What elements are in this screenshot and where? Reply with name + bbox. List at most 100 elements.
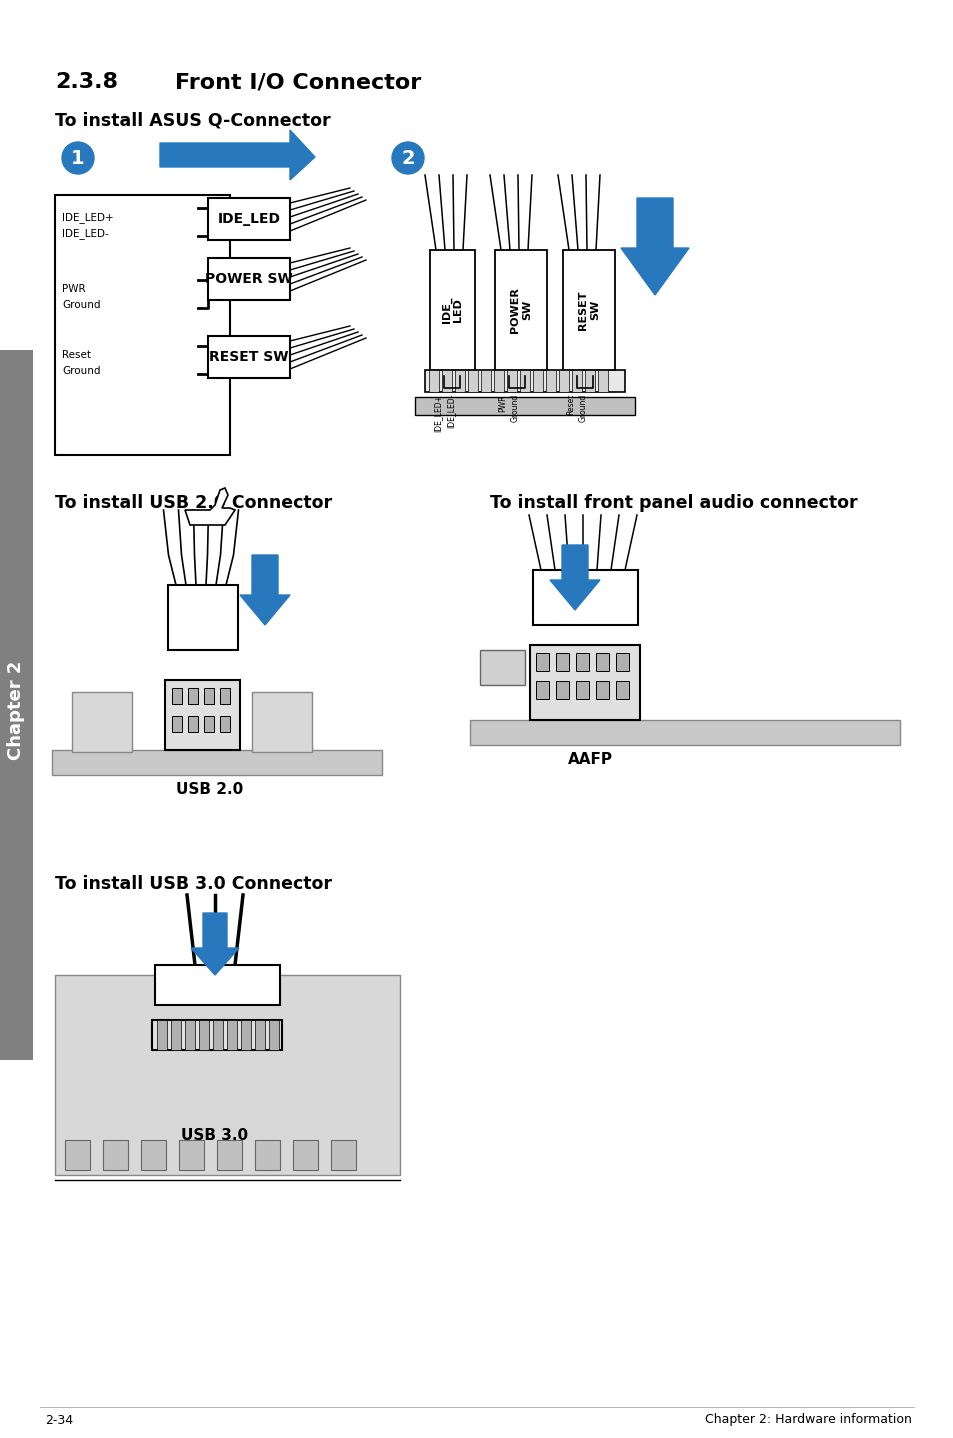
FancyBboxPatch shape	[506, 370, 517, 393]
Circle shape	[62, 142, 94, 174]
FancyBboxPatch shape	[415, 397, 635, 416]
FancyBboxPatch shape	[533, 370, 542, 393]
FancyBboxPatch shape	[241, 1020, 251, 1050]
FancyBboxPatch shape	[455, 370, 464, 393]
FancyBboxPatch shape	[479, 650, 524, 684]
FancyBboxPatch shape	[430, 250, 475, 370]
FancyBboxPatch shape	[52, 751, 381, 775]
FancyBboxPatch shape	[556, 682, 568, 699]
Text: Ground: Ground	[511, 394, 519, 423]
FancyBboxPatch shape	[157, 1020, 167, 1050]
Text: Ground: Ground	[578, 394, 587, 423]
Text: IDE_LED-: IDE_LED-	[62, 229, 109, 239]
Text: USB 3.0: USB 3.0	[181, 1127, 249, 1143]
FancyBboxPatch shape	[545, 370, 556, 393]
Text: POWER
SW: POWER SW	[510, 288, 531, 334]
FancyBboxPatch shape	[103, 1140, 128, 1171]
Text: Front I/O Connector: Front I/O Connector	[174, 72, 421, 92]
FancyBboxPatch shape	[152, 1020, 282, 1050]
FancyBboxPatch shape	[213, 1020, 223, 1050]
Polygon shape	[620, 198, 688, 295]
Text: POWER SW: POWER SW	[205, 272, 293, 286]
FancyBboxPatch shape	[536, 682, 548, 699]
Text: IDE_LED-: IDE_LED-	[446, 394, 455, 429]
FancyBboxPatch shape	[227, 1020, 236, 1050]
Text: Reset: Reset	[565, 394, 575, 416]
FancyBboxPatch shape	[208, 257, 290, 301]
FancyBboxPatch shape	[293, 1140, 317, 1171]
Polygon shape	[160, 129, 314, 180]
FancyBboxPatch shape	[171, 1020, 181, 1050]
FancyBboxPatch shape	[331, 1140, 355, 1171]
Text: 1: 1	[71, 148, 85, 167]
FancyBboxPatch shape	[220, 687, 230, 705]
FancyBboxPatch shape	[165, 680, 240, 751]
FancyBboxPatch shape	[596, 653, 608, 672]
FancyBboxPatch shape	[188, 716, 198, 732]
Text: IDE_LED: IDE_LED	[217, 211, 280, 226]
FancyBboxPatch shape	[519, 370, 530, 393]
FancyBboxPatch shape	[598, 370, 607, 393]
Polygon shape	[191, 913, 239, 975]
FancyBboxPatch shape	[536, 653, 548, 672]
Text: 2: 2	[401, 148, 415, 167]
FancyBboxPatch shape	[141, 1140, 166, 1171]
FancyBboxPatch shape	[495, 250, 546, 370]
FancyBboxPatch shape	[254, 1140, 280, 1171]
FancyBboxPatch shape	[216, 1140, 242, 1171]
Text: Ground: Ground	[62, 301, 100, 311]
FancyBboxPatch shape	[576, 653, 588, 672]
FancyBboxPatch shape	[616, 682, 628, 699]
FancyBboxPatch shape	[188, 687, 198, 705]
FancyBboxPatch shape	[252, 692, 312, 752]
FancyBboxPatch shape	[616, 653, 628, 672]
FancyBboxPatch shape	[424, 370, 624, 393]
Text: IDE_
LED: IDE_ LED	[441, 296, 463, 324]
FancyBboxPatch shape	[0, 349, 33, 1060]
FancyBboxPatch shape	[204, 687, 213, 705]
Text: PWR: PWR	[497, 394, 506, 411]
FancyBboxPatch shape	[441, 370, 452, 393]
FancyBboxPatch shape	[533, 569, 638, 626]
FancyBboxPatch shape	[558, 370, 568, 393]
FancyBboxPatch shape	[254, 1020, 265, 1050]
FancyBboxPatch shape	[572, 370, 581, 393]
FancyBboxPatch shape	[65, 1140, 90, 1171]
FancyBboxPatch shape	[71, 692, 132, 752]
FancyBboxPatch shape	[208, 336, 290, 378]
FancyBboxPatch shape	[168, 585, 237, 650]
Text: Reset: Reset	[62, 349, 91, 360]
FancyBboxPatch shape	[154, 965, 280, 1005]
Text: USB 2.0: USB 2.0	[176, 782, 243, 798]
Polygon shape	[185, 487, 234, 525]
Polygon shape	[240, 555, 290, 626]
FancyBboxPatch shape	[468, 370, 477, 393]
Text: IDE_LED+: IDE_LED+	[433, 394, 441, 431]
FancyBboxPatch shape	[204, 716, 213, 732]
Text: Ground: Ground	[62, 367, 100, 375]
Text: To install USB 2.0 Connector: To install USB 2.0 Connector	[55, 495, 332, 512]
Text: Chapter 2: Hardware information: Chapter 2: Hardware information	[704, 1414, 911, 1426]
FancyBboxPatch shape	[172, 716, 182, 732]
Text: To install ASUS Q-Connector: To install ASUS Q-Connector	[55, 112, 331, 129]
FancyBboxPatch shape	[269, 1020, 278, 1050]
FancyBboxPatch shape	[584, 370, 595, 393]
FancyBboxPatch shape	[208, 198, 290, 240]
FancyBboxPatch shape	[576, 682, 588, 699]
Text: AAFP: AAFP	[567, 752, 612, 768]
FancyBboxPatch shape	[55, 196, 230, 454]
Text: To install front panel audio connector: To install front panel audio connector	[490, 495, 857, 512]
FancyBboxPatch shape	[596, 682, 608, 699]
FancyBboxPatch shape	[185, 1020, 194, 1050]
FancyBboxPatch shape	[172, 687, 182, 705]
Polygon shape	[550, 545, 599, 610]
Text: 2-34: 2-34	[45, 1414, 73, 1426]
FancyBboxPatch shape	[220, 716, 230, 732]
FancyBboxPatch shape	[179, 1140, 204, 1171]
Text: To install USB 3.0 Connector: To install USB 3.0 Connector	[55, 874, 332, 893]
Text: RESET
SW: RESET SW	[578, 290, 599, 329]
FancyBboxPatch shape	[429, 370, 438, 393]
FancyBboxPatch shape	[494, 370, 503, 393]
FancyBboxPatch shape	[199, 1020, 209, 1050]
Circle shape	[392, 142, 423, 174]
